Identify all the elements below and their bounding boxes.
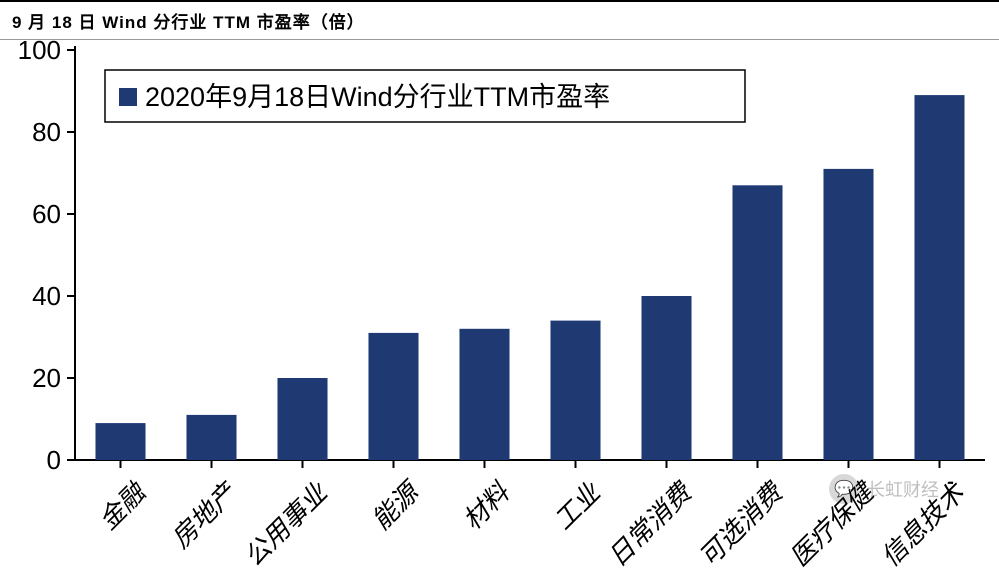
bar xyxy=(732,185,782,460)
bar xyxy=(550,321,600,460)
chart-title-text: 9 月 18 日 Wind 分行业 TTM 市盈率（倍） xyxy=(12,13,365,32)
legend-label: 2020年9月18日Wind分行业TTM市盈率 xyxy=(145,82,610,112)
bar xyxy=(186,415,236,460)
legend-marker xyxy=(119,88,137,106)
bar-chart-svg: 0 20 40 60 80 100 2020年9月18日Wind分行业TTM市盈率 xyxy=(0,40,999,534)
svg-text:40: 40 xyxy=(32,281,61,311)
bar xyxy=(823,169,873,460)
bar xyxy=(914,95,964,460)
svg-text:60: 60 xyxy=(32,199,61,229)
svg-text:80: 80 xyxy=(32,117,61,147)
svg-text:20: 20 xyxy=(32,363,61,393)
svg-text:100: 100 xyxy=(18,40,61,65)
bar xyxy=(368,333,418,460)
bar xyxy=(95,423,145,460)
svg-text:0: 0 xyxy=(47,445,61,475)
chart-title: 9 月 18 日 Wind 分行业 TTM 市盈率（倍） xyxy=(0,0,999,40)
chart-area: 0204060801002020年9月18日Wind分行业TTM市盈率 💬 长虹… xyxy=(0,40,999,534)
bar xyxy=(459,329,509,460)
bar xyxy=(641,296,691,460)
bar xyxy=(277,378,327,460)
